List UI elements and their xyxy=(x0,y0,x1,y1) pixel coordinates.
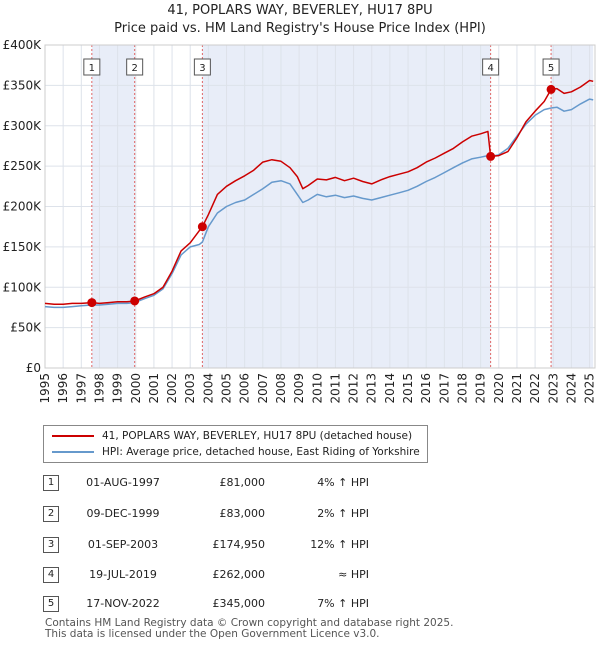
x-tick-label: 2023 xyxy=(546,373,560,404)
x-tick-label: 2004 xyxy=(201,373,215,404)
y-tick-label: £100K xyxy=(3,280,43,294)
transaction-number: 3 xyxy=(43,537,59,553)
transaction-number: 2 xyxy=(43,506,59,522)
x-tick-label: 2018 xyxy=(455,373,469,404)
sale-number-box xyxy=(542,58,560,76)
x-tick-label: 2008 xyxy=(274,373,288,404)
transaction-date: 17-NOV-2022 xyxy=(86,597,160,610)
sale-point xyxy=(130,296,140,306)
transaction-date: 19-JUL-2019 xyxy=(89,568,157,581)
sale-number-label: 5 xyxy=(548,63,554,74)
sale-number-label: 1 xyxy=(89,63,95,74)
x-tick-label: 2022 xyxy=(528,373,542,404)
x-tick-label: 2007 xyxy=(256,373,270,404)
x-tick-label: 2017 xyxy=(437,373,451,404)
legend-swatch-property xyxy=(52,435,94,437)
y-tick-label: £0 xyxy=(26,361,41,375)
x-tick-label: 1998 xyxy=(92,373,106,404)
x-tick-label: 2001 xyxy=(147,373,161,404)
x-tick-label: 2003 xyxy=(183,373,197,404)
sale-number-label: 4 xyxy=(487,63,493,74)
transaction-hpi-change: 2% ↑ HPI xyxy=(317,507,369,520)
transaction-hpi-change: ≈ HPI xyxy=(338,568,369,581)
x-tick-label: 2009 xyxy=(292,373,306,404)
x-tick-label: 2016 xyxy=(419,373,433,404)
sale-point xyxy=(197,222,207,232)
transaction-row: 1 01-AUG-1997 £81,000 4% ↑ HPI xyxy=(43,475,403,491)
transaction-hpi-change: 4% ↑ HPI xyxy=(317,476,369,489)
y-tick-label: £200K xyxy=(3,200,43,214)
sale-point xyxy=(486,151,496,161)
sale-number-label: 3 xyxy=(199,63,205,74)
legend-item-hpi: HPI: Average price, detached house, East… xyxy=(52,445,420,459)
x-tick-label: 1997 xyxy=(74,373,88,404)
x-tick-label: 2006 xyxy=(238,373,252,404)
x-tick-label: 1996 xyxy=(56,373,70,404)
transaction-price: £345,000 xyxy=(212,597,266,610)
x-tick-label: 2024 xyxy=(564,373,578,404)
y-tick-label: £350K xyxy=(3,78,43,92)
chart-legend: 41, POPLARS WAY, BEVERLEY, HU17 8PU (det… xyxy=(43,425,428,463)
y-tick-label: £300K xyxy=(3,119,43,133)
x-tick-label: 2025 xyxy=(583,373,597,404)
y-tick-label: £250K xyxy=(3,159,43,173)
x-tick-label: 2002 xyxy=(165,373,179,404)
y-tick-label: £150K xyxy=(3,240,43,254)
sale-number-label: 2 xyxy=(131,63,137,74)
x-tick-label: 2010 xyxy=(310,373,324,404)
transaction-date: 01-AUG-1997 xyxy=(86,476,160,489)
legend-label-property: 41, POPLARS WAY, BEVERLEY, HU17 8PU (det… xyxy=(102,430,413,442)
x-tick-label: 2005 xyxy=(220,373,234,404)
x-tick-label: 2015 xyxy=(401,373,415,404)
x-tick-label: 2014 xyxy=(383,373,397,404)
transaction-row: 4 19-JUL-2019 £262,000 ≈ HPI xyxy=(43,567,403,583)
x-tick-label: 2019 xyxy=(474,373,488,404)
sale-number-box xyxy=(193,58,211,76)
x-tick-label: 2000 xyxy=(129,373,143,404)
x-tick-label: 2013 xyxy=(365,373,379,404)
x-tick-label: 2011 xyxy=(328,373,342,404)
y-tick-label: £400K xyxy=(3,38,43,52)
plot-border xyxy=(44,44,596,369)
transaction-hpi-change: 7% ↑ HPI xyxy=(317,597,369,610)
sale-number-box xyxy=(126,58,144,76)
legend-item-property: 41, POPLARS WAY, BEVERLEY, HU17 8PU (det… xyxy=(52,429,412,443)
chart-title: 41, POPLARS WAY, BEVERLEY, HU17 8PU Pric… xyxy=(0,2,600,38)
transaction-price: £174,950 xyxy=(212,538,266,551)
x-tick-label: 1995 xyxy=(38,373,52,404)
transaction-price: £81,000 xyxy=(219,476,266,489)
title-line-2: Price paid vs. HM Land Registry's House … xyxy=(114,21,486,36)
title-line-1: 41, POPLARS WAY, BEVERLEY, HU17 8PU xyxy=(167,3,433,18)
legend-swatch-hpi xyxy=(52,451,94,453)
transaction-price: £83,000 xyxy=(219,507,266,520)
x-tick-label: 1999 xyxy=(111,373,125,404)
transaction-number: 5 xyxy=(43,596,59,612)
price-paid-line xyxy=(44,79,594,305)
sale-number-box xyxy=(83,58,101,76)
footer-copyright: Contains HM Land Registry data © Crown c… xyxy=(45,617,454,629)
x-tick-label: 2020 xyxy=(492,373,506,404)
x-tick-label: 2021 xyxy=(510,373,524,404)
footer-licence: This data is licensed under the Open Gov… xyxy=(45,628,380,640)
y-tick-label: £50K xyxy=(10,321,42,335)
footer: Contains HM Land Registry data © Crown c… xyxy=(45,618,453,640)
transaction-date: 01-SEP-2003 xyxy=(87,538,159,551)
transaction-date: 09-DEC-1999 xyxy=(86,507,160,520)
transaction-row: 5 17-NOV-2022 £345,000 7% ↑ HPI xyxy=(43,596,403,612)
transaction-row: 3 01-SEP-2003 £174,950 12% ↑ HPI xyxy=(43,537,403,553)
price-chart: £0 £50K £100K £150K £200K £250K £300K £350K £400… xyxy=(3,38,597,404)
legend-label-hpi: HPI: Average price, detached house, East… xyxy=(102,446,420,458)
sale-point xyxy=(546,84,556,94)
x-tick-label: 2012 xyxy=(347,373,361,404)
sale-number-box xyxy=(482,58,500,76)
transaction-number: 4 xyxy=(43,567,59,583)
sale-point xyxy=(87,298,97,308)
transaction-price: £262,000 xyxy=(212,568,266,581)
transaction-number: 1 xyxy=(43,475,59,491)
transaction-row: 2 09-DEC-1999 £83,000 2% ↑ HPI xyxy=(43,506,403,522)
transaction-hpi-change: 12% ↑ HPI xyxy=(310,538,369,551)
hpi-line xyxy=(44,98,594,309)
